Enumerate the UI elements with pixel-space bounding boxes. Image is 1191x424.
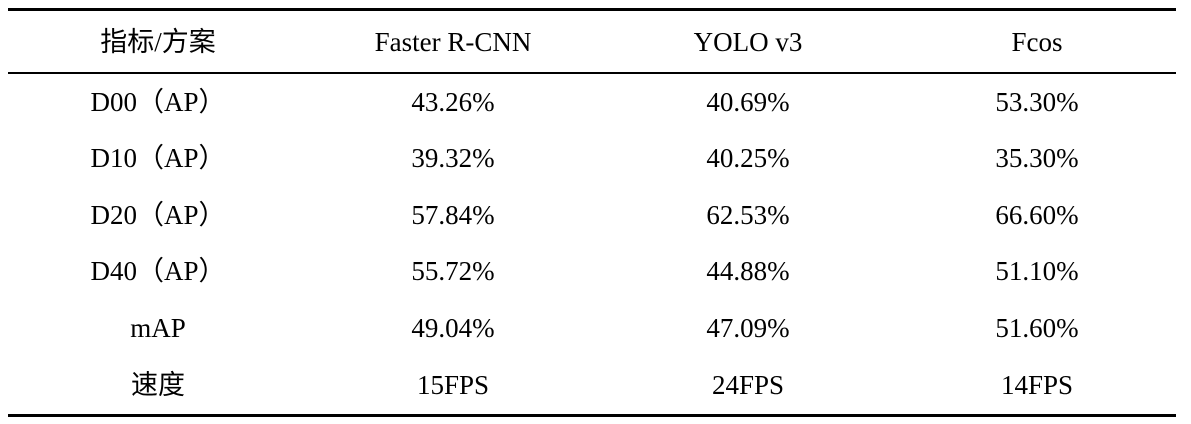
cell-value: 43.26% <box>411 86 495 117</box>
header-metric: 指标/方案 <box>100 27 216 57</box>
header-yolo-v3: YOLO v3 <box>693 27 803 57</box>
cell-value: 53.30% <box>995 86 1079 117</box>
table-row-d10: D10（AP） 39.32% 40.25% 35.30% <box>8 131 1176 188</box>
header-fcos: Fcos <box>1011 27 1063 57</box>
table-bottom-rule <box>8 413 1176 417</box>
cell-value: 51.60% <box>995 312 1079 343</box>
row-label: 速度 <box>131 369 185 400</box>
table-row-d20: D20（AP） 57.84% 62.53% 66.60% <box>8 187 1176 244</box>
cell-value: 35.30% <box>995 143 1079 174</box>
header-row: 指标/方案 Faster R-CNN YOLO v3 Fcos <box>8 11 1176 72</box>
cell-value: 44.88% <box>706 256 790 287</box>
table-header-rule <box>8 72 1176 74</box>
table-row-map: mAP 49.04% 47.09% 51.60% <box>8 300 1176 357</box>
cell-value: 62.53% <box>706 199 790 230</box>
table-row-d40: D40（AP） 55.72% 44.88% 51.10% <box>8 244 1176 301</box>
table-top-rule <box>8 8 1176 11</box>
cell-value: 47.09% <box>706 312 790 343</box>
cell-value: 57.84% <box>411 199 495 230</box>
results-table: 指标/方案 Faster R-CNN YOLO v3 Fcos <box>8 11 1176 72</box>
results-table-body: D00（AP） 43.26% 40.69% 53.30% D10（AP） 39.… <box>8 74 1176 414</box>
table-row-d00: D00（AP） 43.26% 40.69% 53.30% <box>8 74 1176 131</box>
row-label: D00（AP） <box>90 86 226 117</box>
row-label: D20（AP） <box>90 199 226 230</box>
cell-value: 14FPS <box>1000 369 1074 400</box>
table-row-speed: 速度 15FPS 24FPS 14FPS <box>8 357 1176 414</box>
row-label: D10（AP） <box>90 143 226 174</box>
cell-value: 51.10% <box>995 256 1079 287</box>
cell-value: 40.25% <box>706 143 790 174</box>
row-label: D40（AP） <box>90 256 226 287</box>
cell-value: 15FPS <box>416 369 490 400</box>
row-label: mAP <box>130 312 186 343</box>
cell-value: 24FPS <box>711 369 785 400</box>
cell-value: 40.69% <box>706 86 790 117</box>
cell-value: 66.60% <box>995 199 1079 230</box>
cell-value: 55.72% <box>411 256 495 287</box>
cell-value: 39.32% <box>411 143 495 174</box>
comparison-table: 指标/方案 Faster R-CNN YOLO v3 Fcos D00（AP） … <box>8 8 1176 417</box>
cell-value: 49.04% <box>411 312 495 343</box>
header-faster-rcnn: Faster R-CNN <box>374 27 532 57</box>
